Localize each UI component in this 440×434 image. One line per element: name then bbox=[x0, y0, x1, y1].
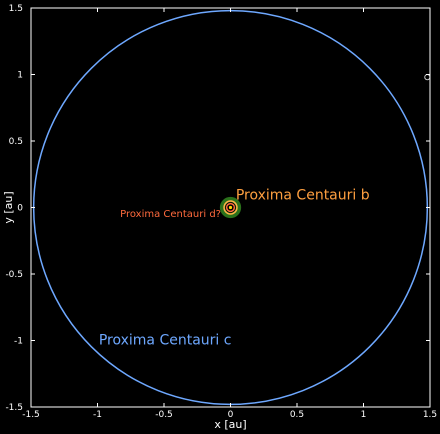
annotation-0: Proxima Centauri b bbox=[236, 188, 370, 204]
x-tick-label-2: -0.5 bbox=[155, 410, 173, 420]
x-axis-title: x [au] bbox=[214, 418, 246, 431]
habitable-zone bbox=[219, 196, 242, 219]
x-tick-label-1: -1 bbox=[93, 410, 102, 420]
y-axis-title: y [au] bbox=[2, 191, 15, 223]
orbit-0 bbox=[225, 202, 236, 213]
y-tick-label-5: 1 bbox=[17, 71, 23, 81]
y-tick-label-2: -0.5 bbox=[5, 270, 23, 280]
star-marker bbox=[228, 205, 233, 210]
x-tick-label-3: 0 bbox=[228, 410, 234, 420]
orbit-1 bbox=[223, 200, 238, 215]
x-tick-label-5: 1 bbox=[361, 410, 367, 420]
y-tick-label-4: 0.5 bbox=[9, 137, 23, 147]
y-tick-label-0: -1.5 bbox=[5, 403, 23, 413]
x-tick-label-0: -1.5 bbox=[22, 410, 40, 420]
x-tick-label-4: 0.5 bbox=[290, 410, 304, 420]
y-tick-label-1: -1 bbox=[14, 337, 23, 347]
annotation-1: Proxima Centauri d? bbox=[120, 209, 221, 220]
annotation-2: Proxima Centauri c bbox=[99, 332, 232, 348]
y-tick-label-6: 1.5 bbox=[9, 4, 23, 14]
x-tick-label-6: 1.5 bbox=[423, 410, 437, 420]
y-tick-label-3: 0 bbox=[17, 204, 23, 214]
